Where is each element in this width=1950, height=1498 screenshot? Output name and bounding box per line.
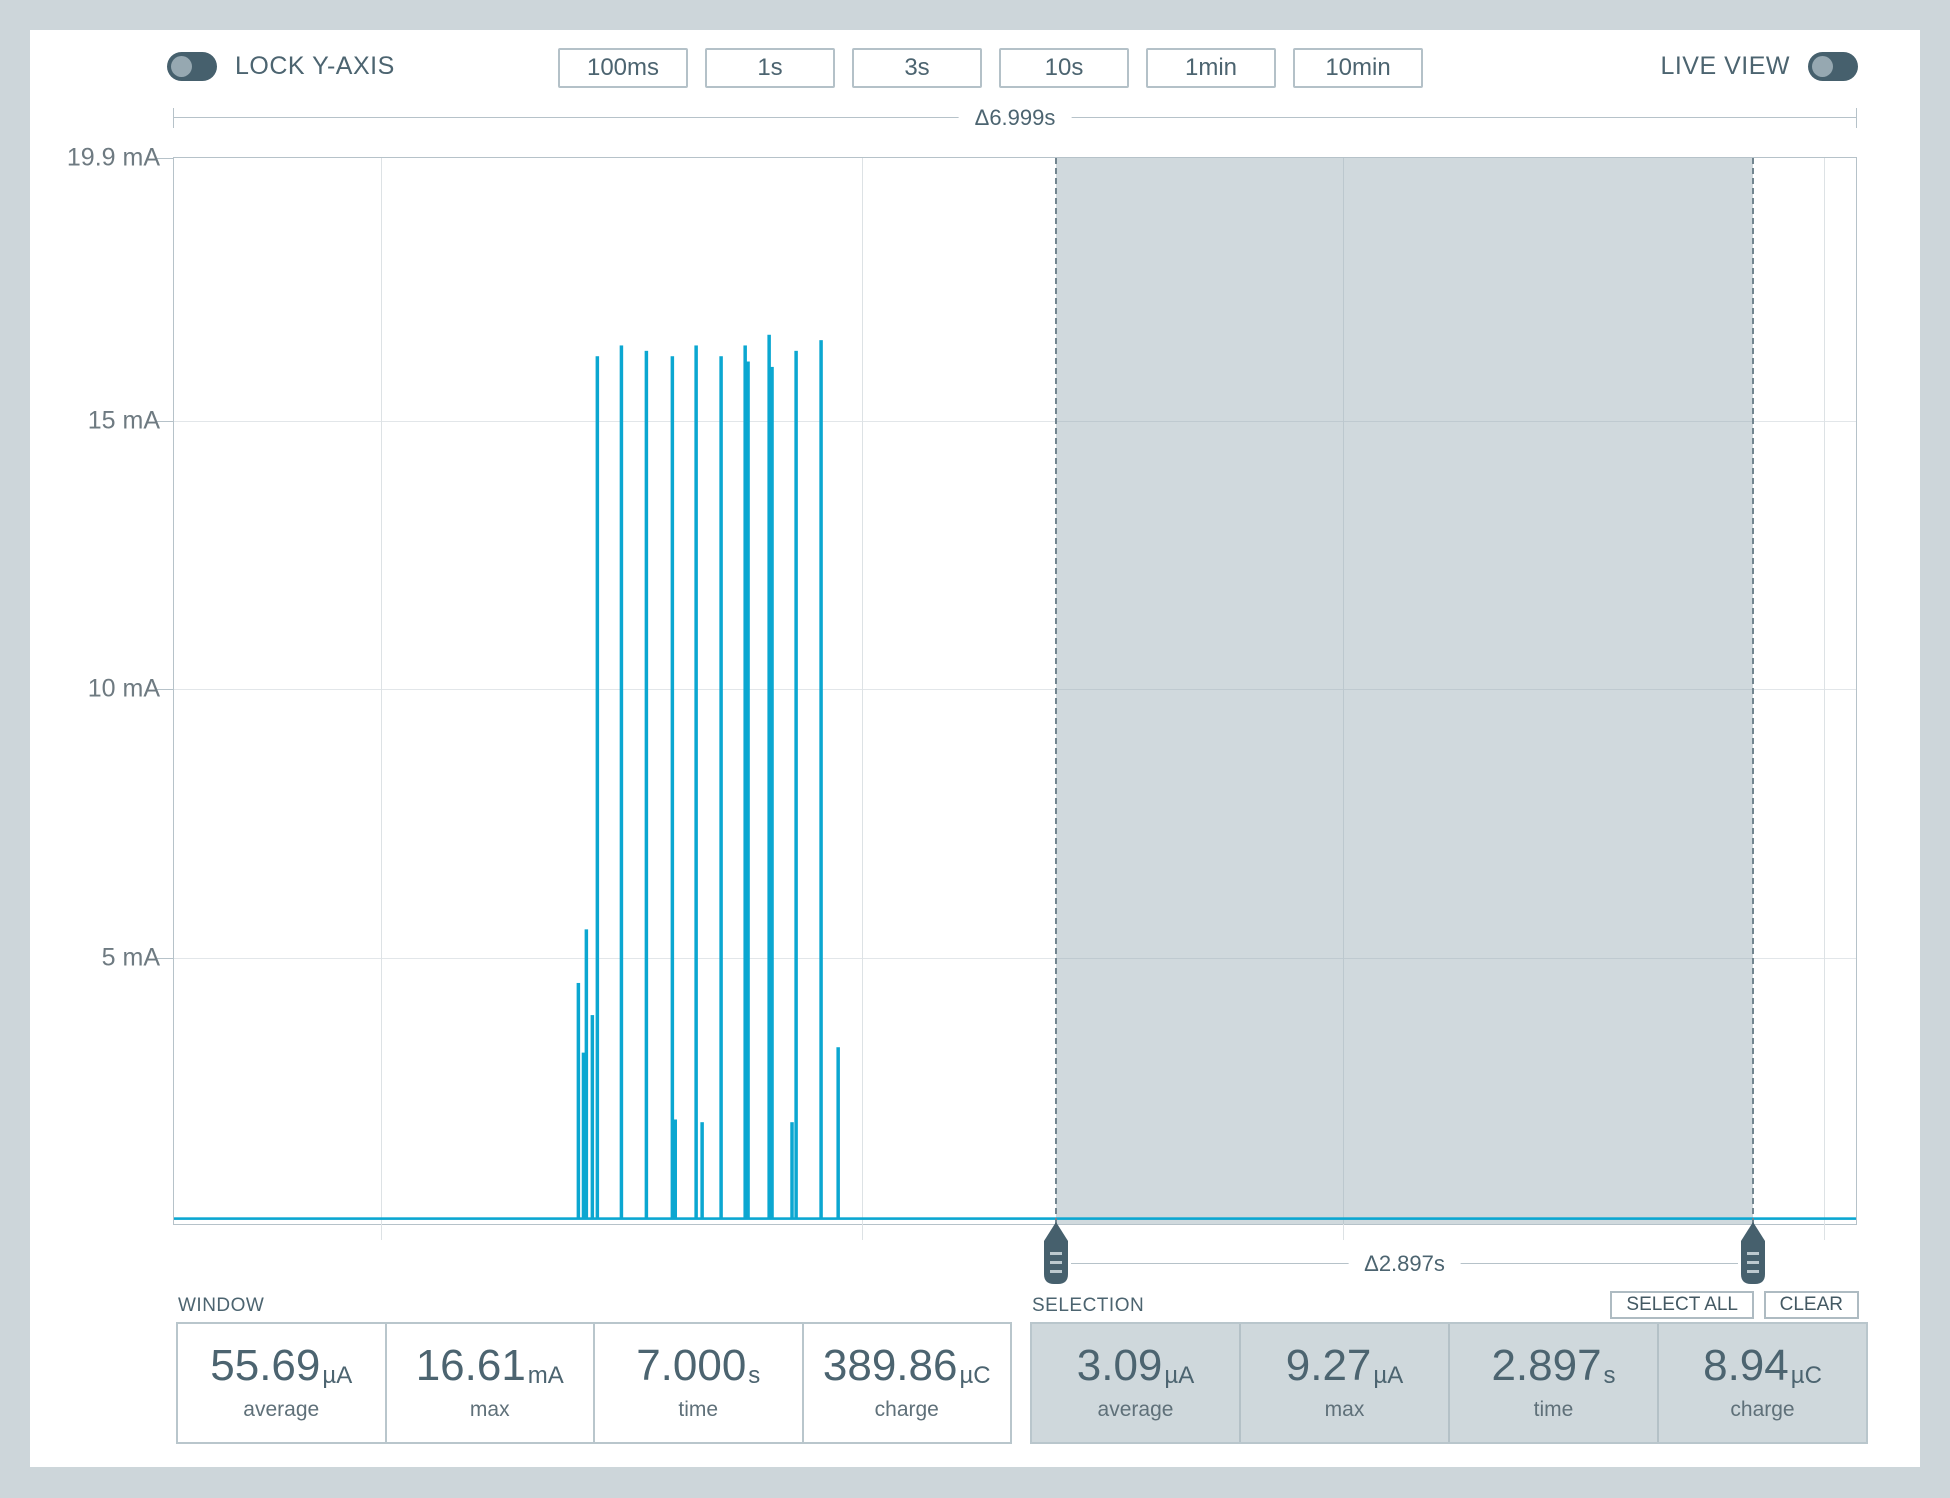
selection-charge-cell: 8.94µC charge	[1657, 1324, 1866, 1442]
selection-time-value: 2.897s	[1491, 1341, 1616, 1390]
y-tick-mark	[155, 158, 174, 159]
window-time-value: 7.000s	[636, 1341, 761, 1390]
live-view-label: LIVE VIEW	[1660, 51, 1790, 80]
selection-time-cell: 2.897s time	[1448, 1324, 1657, 1442]
selection-delta-label: Δ2.897s	[1348, 1251, 1461, 1277]
selection-charge-caption: charge	[1730, 1398, 1795, 1421]
y-tick-mark	[155, 689, 174, 690]
selection-max-value: 9.27µA	[1285, 1341, 1404, 1390]
x-gridline	[1824, 158, 1825, 1240]
y-axis-tick-label: 19.9 mA	[66, 143, 160, 172]
y-tick-mark	[155, 421, 174, 422]
selection-time-caption: time	[1533, 1398, 1574, 1421]
lock-y-axis-toggle[interactable]	[167, 51, 217, 81]
window-stats-panel: 55.69µA average 16.61mA max 7.000s time …	[176, 1322, 1012, 1444]
y-axis-tick-label: 10 mA	[87, 674, 160, 703]
selection-edge-right	[1752, 158, 1754, 1224]
live-view-control: LIVE VIEW	[1660, 46, 1858, 86]
window-button-1s[interactable]: 1s	[705, 48, 835, 88]
y-axis-tick-label: 5 mA	[101, 943, 160, 972]
window-stats-title: WINDOW	[178, 1295, 265, 1316]
window-delta-tick-left	[173, 108, 174, 128]
current-chart[interactable]: 19.9 mA 15 mA 10 mA 5 mA Δ2.897s	[67, 144, 1857, 1284]
selection-overlay[interactable]	[1056, 158, 1753, 1224]
window-time-caption: time	[678, 1398, 719, 1421]
window-charge-caption: charge	[874, 1398, 939, 1421]
window-average-value: 55.69µA	[210, 1341, 353, 1390]
window-time-cell: 7.000s time	[593, 1324, 802, 1442]
window-delta-label: Δ6.999s	[958, 105, 1072, 131]
y-tick-mark	[155, 958, 174, 959]
window-delta-bracket: Δ6.999s	[173, 105, 1857, 131]
selection-handle-left[interactable]	[1043, 1221, 1069, 1285]
clear-button[interactable]: CLEAR	[1763, 1291, 1859, 1319]
selection-average-cell: 3.09µA average	[1032, 1324, 1239, 1442]
window-button-100ms[interactable]: 100ms	[558, 48, 688, 88]
window-charge-cell: 389.86µC charge	[801, 1324, 1010, 1442]
window-average-caption: average	[243, 1398, 320, 1421]
window-delta-tick-right	[1856, 108, 1857, 128]
selection-edge-left	[1055, 158, 1057, 1224]
chart-plot-area[interactable]	[174, 158, 1856, 1224]
window-average-cell: 55.69µA average	[178, 1324, 385, 1442]
y-gridline	[174, 689, 1856, 690]
live-view-toggle[interactable]	[1808, 51, 1858, 81]
x-gridline	[862, 158, 863, 1240]
selection-max-caption: max	[1324, 1398, 1365, 1421]
selection-average-caption: average	[1097, 1398, 1174, 1421]
window-charge-value: 389.86µC	[822, 1341, 991, 1390]
lock-y-axis-label: LOCK Y-AXIS	[235, 51, 395, 80]
selection-delta-bracket: Δ2.897s	[1071, 1251, 1738, 1277]
window-button-3s[interactable]: 3s	[852, 48, 982, 88]
window-button-10s[interactable]: 10s	[999, 48, 1129, 88]
selection-average-value: 3.09µA	[1076, 1341, 1195, 1390]
selection-handle-right[interactable]	[1740, 1221, 1766, 1285]
selection-stats-title: SELECTION	[1032, 1295, 1145, 1316]
lock-y-axis-control: LOCK Y-AXIS	[167, 46, 395, 86]
select-all-button[interactable]: SELECT ALL	[1610, 1291, 1754, 1319]
x-gridline	[381, 158, 382, 1240]
time-window-buttons: 100ms 1s 3s 10s 1min 10min	[558, 48, 1423, 88]
y-gridline	[174, 958, 1856, 959]
window-button-10min[interactable]: 10min	[1293, 48, 1423, 88]
window-max-value: 16.61mA	[415, 1341, 564, 1390]
selection-charge-value: 8.94µC	[1703, 1341, 1822, 1390]
selection-max-cell: 9.27µA max	[1239, 1324, 1448, 1442]
selection-stats-panel: 3.09µA average 9.27µA max 2.897s time 8.…	[1030, 1322, 1868, 1444]
window-max-caption: max	[469, 1398, 510, 1421]
x-gridline	[1343, 158, 1344, 1240]
window-button-1min[interactable]: 1min	[1146, 48, 1276, 88]
y-axis-tick-label: 15 mA	[87, 406, 160, 435]
y-gridline	[174, 421, 1856, 422]
window-max-cell: 16.61mA max	[384, 1324, 593, 1442]
